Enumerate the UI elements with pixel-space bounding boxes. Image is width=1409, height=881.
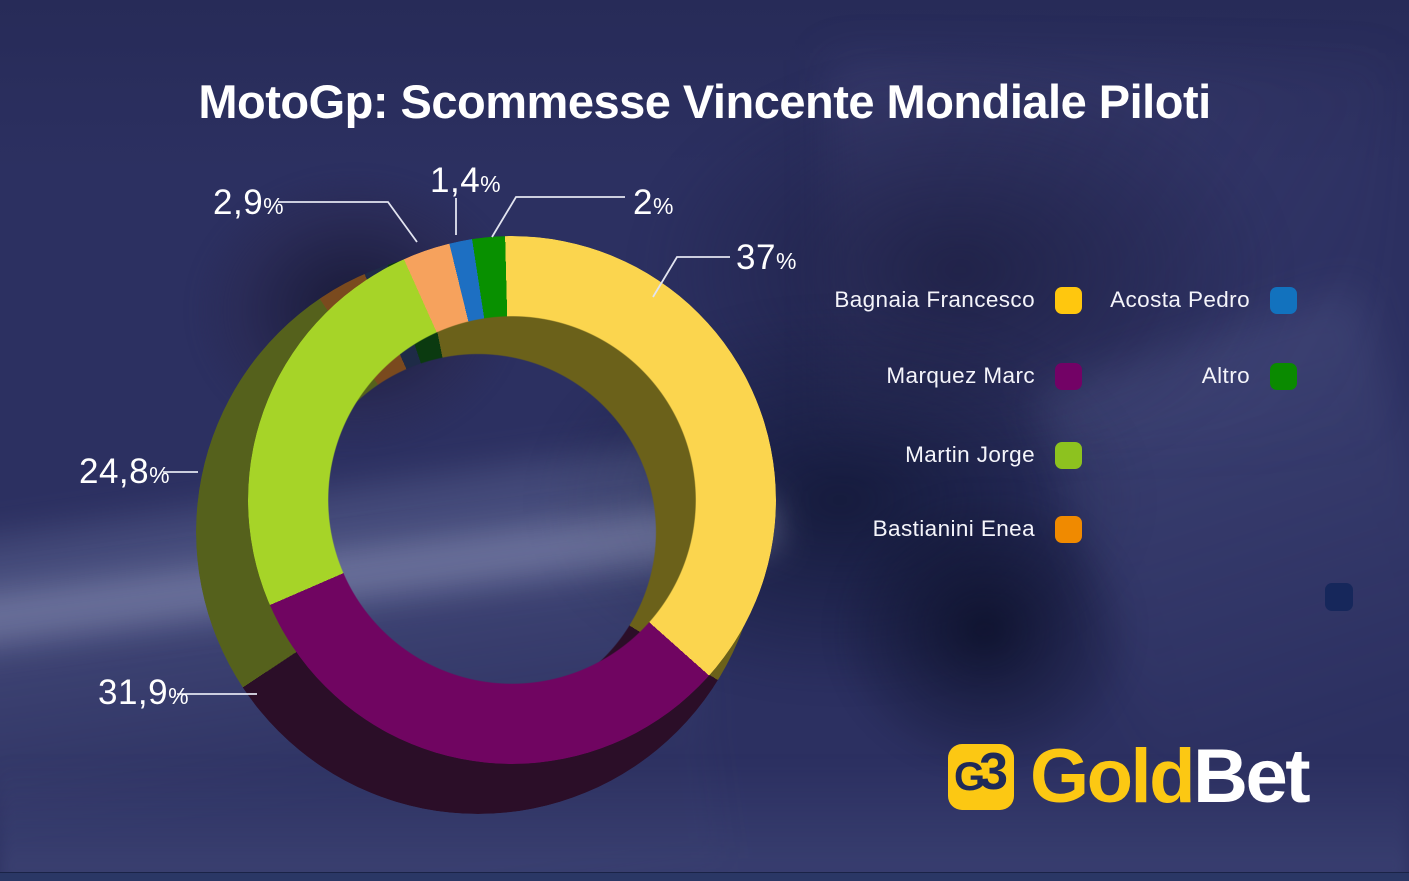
pct-value: 31,9 (98, 673, 169, 712)
goldbet-logo-icon: G 3 (948, 744, 1014, 810)
pct-value: 37 (736, 238, 776, 277)
percent-sign: % (263, 193, 284, 219)
legend-item-martin: Martin Jorge (795, 441, 1082, 469)
percent-sign: % (775, 248, 797, 274)
donut-chart (248, 236, 776, 764)
legend-label: Martin Jorge (905, 442, 1035, 467)
pct-value: 1,4 (430, 161, 481, 200)
percent-sign: % (480, 171, 501, 197)
legend-label: Bagnaia Francesco (834, 287, 1035, 312)
pct-label-acosta: 1,4% (430, 161, 501, 201)
legend-swatch (1270, 286, 1297, 314)
legend-swatch-unlabeled (1325, 583, 1353, 611)
callout-line-bastianini (278, 201, 418, 243)
percent-sign: % (149, 462, 170, 488)
pct-label-bagnaia: 37% (736, 238, 796, 278)
page-title: MotoGp: Scommesse Vincente Mondiale Pilo… (198, 75, 1211, 128)
pct-label-marquez: 31,9% (98, 673, 189, 713)
logo-monogram-3: 3 (979, 743, 1009, 801)
callout-line-altro (491, 196, 625, 238)
legend-label: Marquez Marc (886, 363, 1035, 388)
legend-label: Bastianini Enea (872, 516, 1035, 541)
goldbet-logo-text: GoldBet (1030, 739, 1311, 815)
legend-item-altro: Altro (1010, 362, 1297, 390)
legend-item-acosta: Acosta Pedro (1010, 286, 1297, 314)
percent-sign: % (168, 683, 189, 709)
pct-label-bastianini: 2,9% (213, 183, 284, 223)
goldbet-logo: G 3 GoldBet (948, 739, 1311, 815)
legend-item-bastianini: Bastianini Enea (795, 515, 1082, 543)
background-photo-bottom-edge (0, 872, 1409, 881)
pct-label-altro: 2% (633, 183, 673, 223)
pct-value: 2,9 (213, 183, 264, 222)
logo-word-gold: Gold (1030, 734, 1196, 819)
percent-sign: % (652, 193, 674, 219)
legend-label: Acosta Pedro (1110, 287, 1250, 312)
legend-item-bagnaia: Bagnaia Francesco (795, 286, 1082, 314)
legend-swatch (1270, 362, 1297, 390)
legend-swatch (1055, 441, 1082, 469)
legend-label: Altro (1201, 363, 1250, 388)
pct-value: 2 (633, 183, 653, 222)
pct-value: 24,8 (79, 452, 150, 491)
legend-swatch (1055, 362, 1082, 390)
logo-word-bet: Bet (1193, 734, 1310, 819)
legend-item-marquez: Marquez Marc (795, 362, 1082, 390)
legend-swatch (1055, 515, 1082, 543)
legend-swatch (1055, 286, 1082, 314)
logo-monogram-g: G (953, 755, 985, 799)
pct-label-martin: 24,8% (79, 452, 170, 492)
